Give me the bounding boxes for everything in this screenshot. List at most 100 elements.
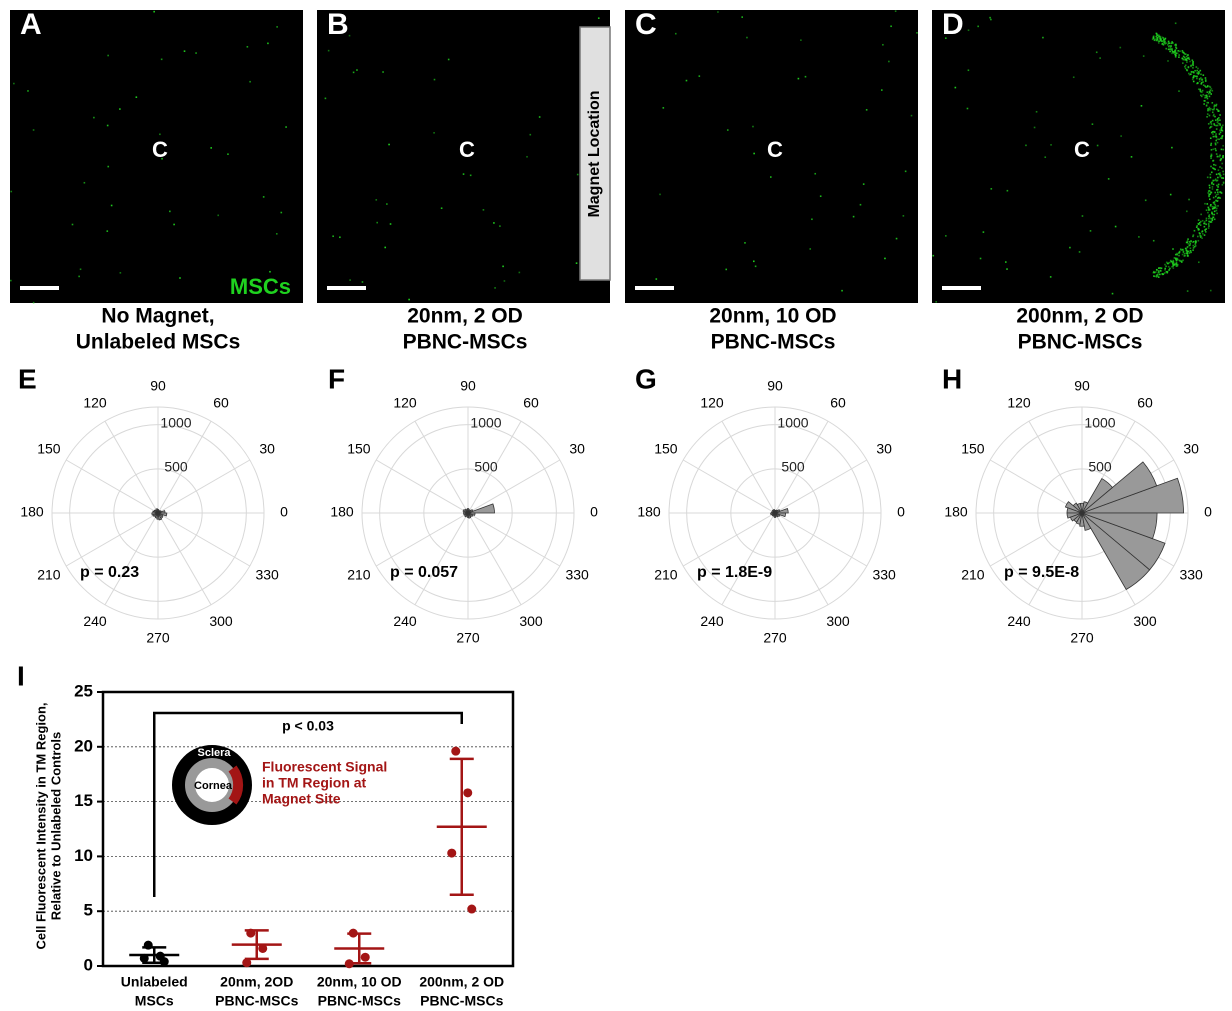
cell-signal: [1209, 91, 1211, 93]
cell-signal: [1168, 49, 1170, 51]
cell-signal: [1171, 53, 1173, 55]
cell-signal: [1187, 255, 1189, 257]
cell-signal: [539, 116, 541, 118]
cell-signal: [107, 55, 109, 57]
cell-signal: [1034, 127, 1036, 129]
cell-signal: [502, 266, 504, 268]
cell-signal: [1162, 43, 1164, 45]
cell-signal: [106, 230, 108, 232]
cell-signal: [1210, 93, 1212, 95]
cell-signal: [1190, 243, 1192, 245]
cell-signal: [1196, 225, 1198, 227]
theta-tick-label: 210: [347, 567, 371, 583]
cell-signal: [1217, 191, 1219, 193]
cell-signal: [1171, 147, 1173, 149]
cell-signal: [1200, 95, 1202, 97]
cell-signal: [119, 108, 121, 110]
cell-signal: [1208, 227, 1210, 229]
cell-signal: [1167, 60, 1169, 62]
cell-signal: [1205, 228, 1207, 230]
cell-signal: [1201, 237, 1203, 239]
spoke: [66, 513, 158, 566]
r-tick-label: 1000: [1084, 414, 1115, 430]
cell-signal: [356, 69, 358, 71]
cell-signal: [1192, 62, 1194, 64]
cell-signal: [1164, 43, 1166, 45]
cell-signal: [1222, 184, 1224, 186]
data-point: [349, 929, 358, 938]
cell-signal: [1172, 263, 1174, 265]
cell-signal: [1197, 82, 1199, 84]
theta-tick-label: 270: [763, 630, 787, 646]
inset-note: in TM Region at: [262, 775, 367, 791]
cell-signal: [1193, 75, 1195, 77]
cell-signal: [390, 223, 392, 225]
panel-caption: PBNC-MSCs: [711, 331, 836, 354]
cell-signal: [1158, 276, 1160, 278]
theta-tick-label: 0: [590, 504, 598, 520]
cell-signal: [1153, 240, 1155, 242]
cell-signal: [1187, 247, 1189, 249]
cell-signal: [1206, 116, 1208, 118]
p-value: p = 9.5E-8: [1004, 564, 1079, 581]
cell-signal: [1214, 218, 1216, 220]
cell-signal: [1219, 114, 1221, 116]
cell-signal: [1222, 157, 1224, 159]
theta-tick-label: 150: [37, 441, 61, 457]
cell-signal: [1208, 215, 1210, 217]
cell-signal: [267, 43, 269, 45]
cell-signal: [1187, 240, 1189, 242]
cell-signal: [1176, 254, 1178, 256]
cell-signal: [376, 222, 378, 224]
spoke: [158, 513, 211, 605]
cell-signal: [1210, 137, 1212, 139]
cell-signal: [968, 29, 970, 31]
cell-signal: [841, 290, 843, 292]
cell-signal: [1219, 176, 1221, 178]
center-label: C: [767, 137, 783, 162]
theta-tick-label: 90: [460, 378, 476, 394]
cell-signal: [1184, 57, 1186, 59]
cell-signal: [1199, 70, 1201, 72]
cell-signal: [1208, 223, 1210, 225]
cell-signal: [866, 109, 868, 111]
cell-signal: [328, 50, 330, 52]
cell-signal: [1108, 178, 1110, 180]
cell-signal: [1182, 50, 1184, 52]
cell-signal: [1201, 231, 1203, 233]
cell-signal: [161, 59, 163, 61]
cell-signal: [263, 196, 265, 198]
cell-signal: [1161, 267, 1163, 269]
x-tick-label: MSCs: [135, 993, 174, 1009]
cell-signal: [1177, 264, 1179, 266]
cell-signal: [349, 35, 351, 37]
cell-signal: [1215, 133, 1217, 135]
cell-signal: [280, 212, 282, 214]
cell-signal: [1168, 269, 1170, 271]
cell-signal: [1206, 218, 1208, 220]
cell-signal: [820, 195, 822, 197]
cell-signal: [1207, 98, 1209, 100]
cell-signal: [1206, 102, 1208, 104]
cell-signal: [1216, 128, 1218, 130]
cell-signal: [1211, 88, 1213, 90]
theta-tick-label: 60: [830, 395, 846, 411]
cell-signal: [1190, 250, 1192, 252]
cell-signal: [1208, 221, 1210, 223]
cell-signal: [1209, 193, 1211, 195]
cell-signal: [332, 235, 334, 237]
cell-signal: [1222, 149, 1224, 151]
cell-signal: [1159, 274, 1161, 276]
cell-signal: [675, 33, 677, 35]
data-point: [246, 929, 255, 938]
theta-tick-label: 330: [1179, 567, 1203, 583]
cell-signal: [814, 173, 816, 175]
cell-signal: [1189, 241, 1191, 243]
cell-signal: [1145, 199, 1147, 201]
r-tick-label: 500: [474, 459, 498, 475]
cell-signal: [1069, 247, 1071, 249]
cell-signal: [1164, 269, 1166, 271]
x-tick-label: 200nm, 2 OD: [419, 974, 504, 990]
cell-signal: [1164, 38, 1166, 40]
cell-signal: [1179, 50, 1181, 52]
